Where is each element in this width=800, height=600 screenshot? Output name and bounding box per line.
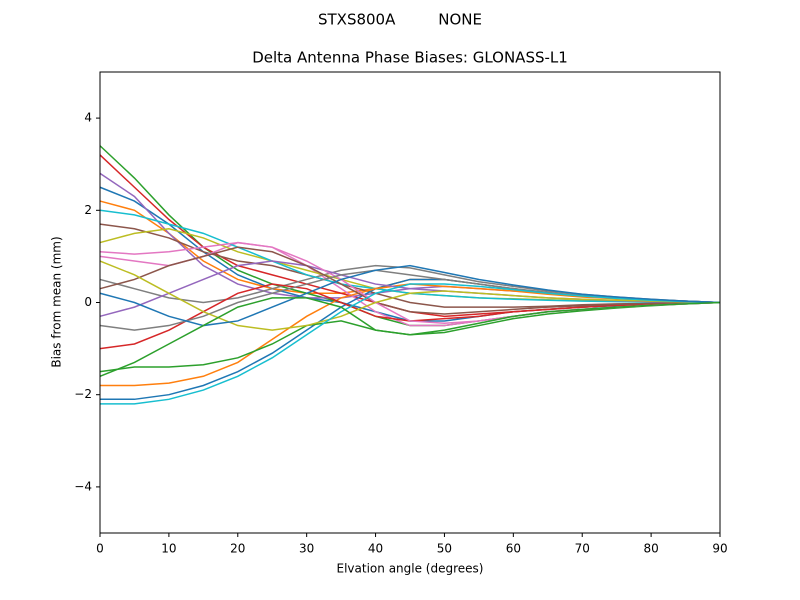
x-tick-label: 40 — [368, 542, 383, 556]
x-tick-label: 30 — [299, 542, 314, 556]
chart-title: Delta Antenna Phase Biases: GLONASS-L1 — [252, 49, 568, 67]
y-tick-label: 4 — [84, 111, 92, 125]
y-tick-label: 0 — [84, 295, 92, 309]
data-line — [99, 260, 721, 331]
y-tick-label: −2 — [74, 387, 92, 401]
x-tick-label: 10 — [161, 542, 176, 556]
x-tick-label: 80 — [643, 542, 658, 556]
x-tick-label: 0 — [96, 542, 104, 556]
x-tick-label: 70 — [575, 542, 590, 556]
lines — [99, 145, 721, 405]
x-tick-label: 60 — [506, 542, 521, 556]
data-line — [99, 297, 721, 377]
y-tick-label: −4 — [74, 479, 92, 493]
x-tick-label: 50 — [437, 542, 452, 556]
x-tick-label: 20 — [230, 542, 245, 556]
y-tick-label: 2 — [84, 203, 92, 217]
x-tick-label: 90 — [712, 542, 727, 556]
data-line — [99, 246, 721, 315]
data-line — [100, 283, 721, 405]
axes: 0 10 20 30 40 50 60 70 80 90 −4 −2 0 2 4 — [74, 71, 728, 556]
x-axis-label: Elvation angle (degrees) — [337, 562, 484, 576]
chart-suptitle: STXS800A NONE — [318, 11, 482, 29]
y-axis-label: Bias from mean (mm) — [50, 236, 64, 367]
